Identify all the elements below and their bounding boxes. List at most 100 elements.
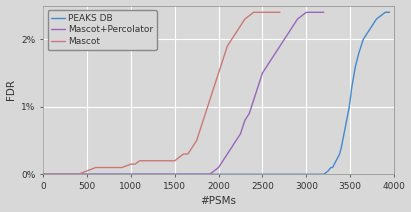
PEAKS DB [260,173,265,176]
PEAKS DB [334,159,339,162]
X-axis label: #PSMs: #PSMs [201,197,237,206]
PEAKS DB [353,65,358,68]
Mascot+Percolator [212,170,217,172]
Mascot [172,159,177,162]
Mascot [93,166,98,169]
Mascot+Percolator [199,173,203,176]
Mascot [146,159,151,162]
PEAKS DB [286,173,291,176]
Mascot [128,163,133,165]
Mascot+Percolator [308,11,313,14]
PEAKS DB [332,163,337,165]
Mascot+Percolator [238,132,243,135]
PEAKS DB [335,156,340,159]
PEAKS DB [216,173,221,176]
PEAKS DB [41,173,46,176]
PEAKS DB [317,173,322,176]
PEAKS DB [85,173,90,176]
PEAKS DB [344,119,349,121]
Legend: PEAKS DB, Mascot+Percolator, Mascot: PEAKS DB, Mascot+Percolator, Mascot [48,10,157,50]
Mascot+Percolator [269,58,274,61]
Mascot [41,173,46,176]
Mascot+Percolator [277,45,282,47]
Mascot [194,139,199,142]
Mascot [269,11,274,14]
Mascot [247,14,252,17]
Mascot [273,11,278,14]
Mascot+Percolator [291,25,296,27]
Mascot [155,159,159,162]
Mascot+Percolator [172,173,177,176]
PEAKS DB [328,166,333,169]
Mascot [76,173,81,176]
Mascot [264,11,269,14]
Mascot+Percolator [264,65,269,68]
Mascot [190,146,195,149]
Mascot+Percolator [304,11,309,14]
Mascot+Percolator [321,11,326,14]
PEAKS DB [172,173,177,176]
Mascot+Percolator [216,166,221,169]
Mascot+Percolator [295,18,300,20]
Mascot+Percolator [220,159,225,162]
PEAKS DB [387,11,392,14]
Y-axis label: FDR: FDR [6,80,16,100]
Mascot+Percolator [300,14,305,17]
Mascot+Percolator [313,11,318,14]
PEAKS DB [347,106,352,108]
Mascot [212,85,217,88]
Mascot+Percolator [286,31,291,34]
PEAKS DB [128,173,133,176]
Mascot [137,159,142,162]
Mascot+Percolator [207,173,212,176]
Mascot+Percolator [256,85,261,88]
Mascot [164,159,169,162]
Line: PEAKS DB: PEAKS DB [43,12,390,174]
PEAKS DB [369,25,374,27]
Mascot+Percolator [317,11,322,14]
PEAKS DB [342,132,346,135]
PEAKS DB [374,18,379,20]
PEAKS DB [313,173,318,176]
Mascot [260,11,265,14]
Mascot+Percolator [128,173,133,176]
Mascot+Percolator [190,173,195,176]
PEAKS DB [326,170,331,172]
PEAKS DB [361,38,366,40]
Mascot [199,126,203,128]
Mascot [120,166,125,169]
PEAKS DB [337,153,342,155]
Mascot [225,45,230,47]
PEAKS DB [383,11,388,14]
PEAKS DB [330,166,335,169]
Mascot+Percolator [282,38,287,40]
PEAKS DB [321,173,326,176]
Mascot+Percolator [41,173,46,176]
Mascot [203,112,208,115]
PEAKS DB [304,173,309,176]
Mascot+Percolator [225,153,230,155]
Mascot [238,25,243,27]
Mascot+Percolator [251,99,256,101]
Mascot [242,18,247,20]
PEAKS DB [339,146,344,149]
Mascot [177,156,182,159]
Mascot+Percolator [273,52,278,54]
Mascot [251,11,256,14]
Mascot [58,173,63,176]
Mascot [85,170,90,172]
Mascot [185,153,190,155]
Mascot+Percolator [260,72,265,74]
Mascot [111,166,116,169]
Mascot [220,58,225,61]
Line: Mascot+Percolator: Mascot+Percolator [43,12,324,174]
Mascot [133,163,138,165]
Mascot [256,11,261,14]
PEAKS DB [356,52,361,54]
Mascot+Percolator [233,139,238,142]
PEAKS DB [379,14,383,17]
Mascot [216,72,221,74]
Mascot+Percolator [242,119,247,121]
Mascot+Percolator [85,173,90,176]
Mascot [102,166,107,169]
